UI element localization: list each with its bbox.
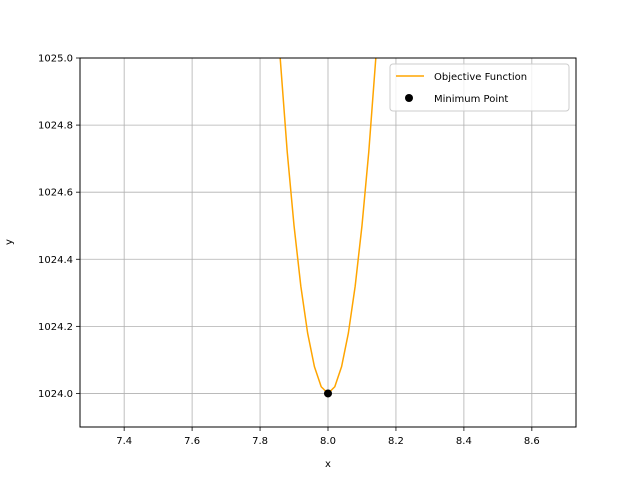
x-tick-label: 8.6 bbox=[524, 436, 540, 447]
x-tick-label: 8.0 bbox=[320, 436, 336, 447]
x-tick-label: 8.4 bbox=[456, 436, 472, 447]
x-tick-label: 7.6 bbox=[184, 436, 200, 447]
ticks: 7.4 7.6 7.8 8.0 8.2 8.4 8.6 1024.0 1024.2 1024.4 1… bbox=[38, 54, 540, 448]
x-tick-label: 8.2 bbox=[388, 436, 404, 447]
y-tick-label: 1024.2 bbox=[38, 322, 73, 333]
legend-marker-swatch bbox=[405, 94, 413, 102]
y-tick-label: 1024.0 bbox=[38, 389, 73, 400]
y-axis-label: y bbox=[4, 239, 15, 245]
legend-box bbox=[389, 63, 570, 112]
y-tick-label: 1024.8 bbox=[38, 121, 73, 132]
series-layer bbox=[279, 58, 377, 398]
legend: Objective Function Minimum Point bbox=[389, 63, 570, 112]
y-tick-label: 1024.6 bbox=[38, 188, 73, 199]
minimum-point-marker bbox=[324, 389, 332, 398]
y-tick-label: 1024.4 bbox=[38, 255, 73, 266]
legend-entry-minimum-point: Minimum Point bbox=[434, 94, 508, 105]
x-axis-label: x bbox=[325, 459, 331, 470]
y-tick-label: 1025.0 bbox=[38, 54, 73, 65]
x-tick-label: 7.8 bbox=[252, 436, 268, 447]
x-tick-label: 7.4 bbox=[116, 436, 132, 447]
legend-entry-objective-function: Objective Function bbox=[434, 72, 527, 83]
